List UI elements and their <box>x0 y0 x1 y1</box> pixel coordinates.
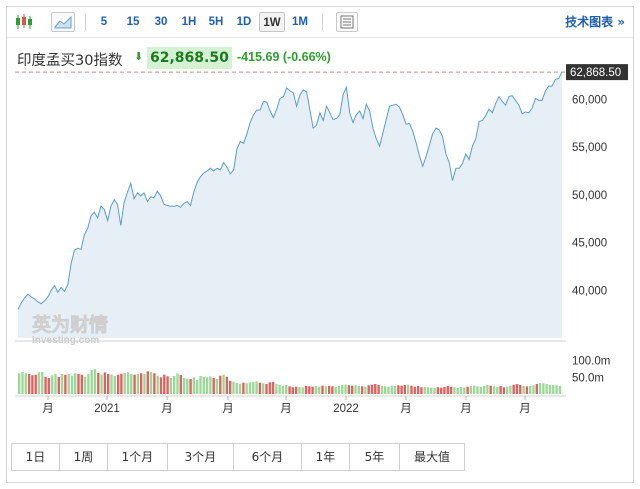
period-1w[interactable]: 1W <box>259 12 285 32</box>
period-30[interactable]: 30 <box>154 16 168 28</box>
last-price: 62,868.50 <box>147 47 232 69</box>
period-15[interactable]: 15 <box>126 16 140 28</box>
tech-chart-link[interactable]: 技术图表 » <box>565 15 625 29</box>
range-1y[interactable]: 1年 <box>302 444 350 470</box>
down-arrow-icon: ⬇ <box>134 50 144 63</box>
period-5h[interactable]: 5H <box>208 16 224 28</box>
chart-toolbar: 5 15 30 1H 5H 1D 1W 1M 技术图表 » <box>7 7 633 38</box>
toolbar-separator <box>85 13 86 31</box>
range-1d[interactable]: 1日 <box>12 444 60 470</box>
candlestick-icon[interactable] <box>13 12 35 32</box>
toolbar-separator <box>322 13 323 31</box>
range-1mo[interactable]: 1个月 <box>108 444 168 470</box>
range-selector: 1日 1周 1个月 3个月 6个月 1年 5年 最大值 <box>11 443 465 471</box>
price-change: -415.69 (-0.66%) <box>237 50 331 64</box>
range-1w[interactable]: 1周 <box>60 444 108 470</box>
indicators-icon[interactable] <box>336 12 358 32</box>
period-1h[interactable]: 1H <box>181 16 197 28</box>
chart-widget: 5 15 30 1H 5H 1D 1W 1M 技术图表 » 印度孟买30指数 ⬇… <box>6 6 634 483</box>
range-6mo[interactable]: 6个月 <box>234 444 302 470</box>
period-5[interactable]: 5 <box>100 16 108 28</box>
range-max[interactable]: 最大值 <box>413 450 450 464</box>
instrument-name: 印度孟买30指数 <box>17 53 123 69</box>
period-1m[interactable]: 1M <box>292 16 308 28</box>
period-1d[interactable]: 1D <box>236 16 252 28</box>
area-chart-icon[interactable] <box>51 12 75 32</box>
range-5y[interactable]: 5年 <box>350 444 400 470</box>
range-3mo[interactable]: 3个月 <box>168 444 234 470</box>
